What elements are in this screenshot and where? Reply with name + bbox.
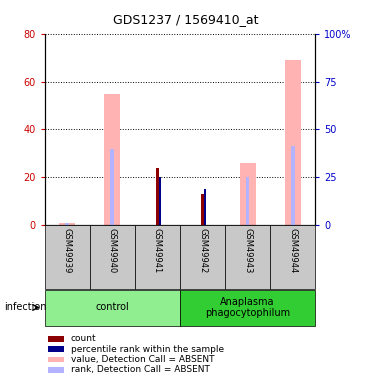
Bar xyxy=(90,225,135,289)
Text: rank, Detection Call = ABSENT: rank, Detection Call = ABSENT xyxy=(70,365,210,374)
Bar xyxy=(104,93,120,225)
Text: GSM49943: GSM49943 xyxy=(243,228,252,274)
Bar xyxy=(45,225,90,289)
Bar xyxy=(111,148,114,225)
Bar xyxy=(285,60,301,225)
Bar xyxy=(180,290,315,326)
Bar xyxy=(48,346,64,352)
Bar xyxy=(59,223,75,225)
Text: control: control xyxy=(95,303,129,312)
Text: count: count xyxy=(70,334,96,344)
Bar xyxy=(159,177,161,225)
Bar xyxy=(246,177,249,225)
Text: Anaplasma
phagocytophilum: Anaplasma phagocytophilum xyxy=(205,297,290,318)
Bar xyxy=(291,146,295,225)
Text: percentile rank within the sample: percentile rank within the sample xyxy=(70,345,224,354)
Bar xyxy=(135,225,180,289)
Text: GSM49944: GSM49944 xyxy=(288,228,297,273)
Bar xyxy=(48,336,64,342)
Text: GSM49941: GSM49941 xyxy=(153,228,162,273)
Bar xyxy=(201,194,204,225)
Text: GSM49940: GSM49940 xyxy=(108,228,117,273)
Bar xyxy=(225,225,270,289)
Bar xyxy=(180,225,225,289)
Bar xyxy=(240,163,256,225)
Text: GSM49942: GSM49942 xyxy=(198,228,207,273)
Text: GDS1237 / 1569410_at: GDS1237 / 1569410_at xyxy=(113,13,258,26)
Bar xyxy=(48,367,64,373)
Bar xyxy=(270,225,315,289)
Text: infection: infection xyxy=(4,303,46,312)
Bar xyxy=(204,189,206,225)
Bar xyxy=(48,357,64,362)
Text: GSM49939: GSM49939 xyxy=(63,228,72,274)
Bar xyxy=(65,223,69,225)
Text: value, Detection Call = ABSENT: value, Detection Call = ABSENT xyxy=(70,355,214,364)
Bar xyxy=(155,168,159,225)
Bar xyxy=(45,290,180,326)
